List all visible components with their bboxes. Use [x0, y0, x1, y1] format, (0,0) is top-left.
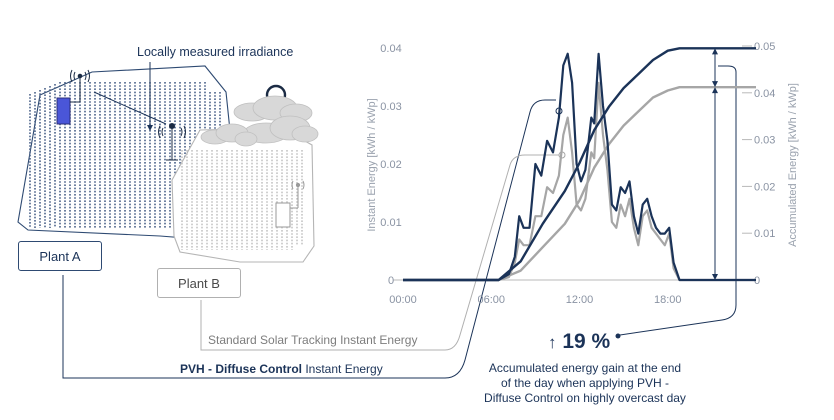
- standard-total-arrow-head-top: [712, 87, 718, 94]
- y-left-axis-title: Instant Energy [kWh / kWp]: [366, 98, 378, 231]
- pvh-label: PVH - Diffuse Control Instant Energy: [180, 362, 383, 376]
- y-left-tick-label: 0: [388, 275, 394, 287]
- gain-value: ↑ 19 %: [548, 330, 610, 354]
- gain-text-line-1: Accumulated energy gain at the end: [488, 361, 682, 375]
- x-tick-label: 18:00: [654, 294, 682, 306]
- x-tick-label: 06:00: [477, 294, 505, 306]
- gain-arrow-icon: ↑: [548, 333, 557, 352]
- gain-difference-arrow-head-top: [712, 48, 718, 55]
- series-line-1: [403, 52, 756, 282]
- standard-total-arrow-head-bottom: [712, 274, 718, 280]
- series-line-2: [403, 81, 756, 282]
- plant-b-label: Plant B: [157, 268, 241, 298]
- y-right-tick-label: 0.04: [754, 88, 775, 100]
- y-left-tick-label: 0.02: [380, 159, 401, 171]
- pvh-label-bold: PVH - Diffuse Control: [180, 362, 302, 376]
- y-right-axis-title: Accumulated Energy [kWh / kWp]: [787, 83, 799, 247]
- gain-text-line-2: of the day when applying PVH -: [500, 376, 670, 390]
- pvh-label-rest: Instant Energy: [305, 362, 383, 376]
- plant-b-panel-rows: [181, 150, 303, 250]
- irradiance-sensor-icon: [158, 123, 186, 161]
- gain-callout-dot: [615, 333, 621, 339]
- plant-b-station-icon: [275, 202, 291, 228]
- y-left-tick-label: 0.03: [380, 101, 401, 113]
- antenna-icon: [70, 69, 90, 103]
- measurement-station-icon: [56, 97, 71, 125]
- y-right-tick-label: 0.05: [754, 41, 775, 53]
- y-right-tick-label: 0.01: [754, 228, 775, 240]
- gain-description: Accumulated energy gain at the end of th…: [470, 361, 700, 406]
- y-right-tick-label: 0: [754, 275, 760, 287]
- gain-difference-arrow-head-bottom: [712, 81, 718, 88]
- gain-text-line-3: Diffuse Control on highly overcast day: [484, 391, 686, 405]
- y-right-tick-label: 0.02: [754, 181, 775, 193]
- series-line-3: [403, 47, 756, 282]
- irradiance-callout-line-2: [93, 91, 167, 125]
- y-left-tick-label: 0.01: [380, 217, 401, 229]
- plant-a-label: Plant A: [18, 241, 102, 271]
- irradiance-label: Locally measured irradiance: [137, 45, 294, 59]
- plant-illustration: [17, 62, 319, 263]
- y-left-tick-label: 0.04: [380, 43, 401, 55]
- pvh-connector-line: [62, 99, 556, 379]
- series-line-4: [403, 86, 756, 282]
- x-tick-label: 12:00: [566, 294, 594, 306]
- standard-connector-line: [200, 154, 559, 351]
- energy-chart: 0 0.01 0.02 0.03 0.04 0 0.01 0.02 0.03 0.04 0.05 00…: [366, 41, 799, 306]
- standard-label: Standard Solar Tracking Instant Energy: [208, 333, 418, 347]
- plant-b-antenna-icon: [290, 180, 305, 209]
- cloud-icon: [200, 95, 319, 147]
- gain-callout-line: [619, 65, 737, 336]
- x-tick-label: 00:00: [389, 294, 417, 306]
- y-right-tick-label: 0.03: [754, 135, 775, 147]
- gain-value-text: 19 %: [562, 330, 611, 353]
